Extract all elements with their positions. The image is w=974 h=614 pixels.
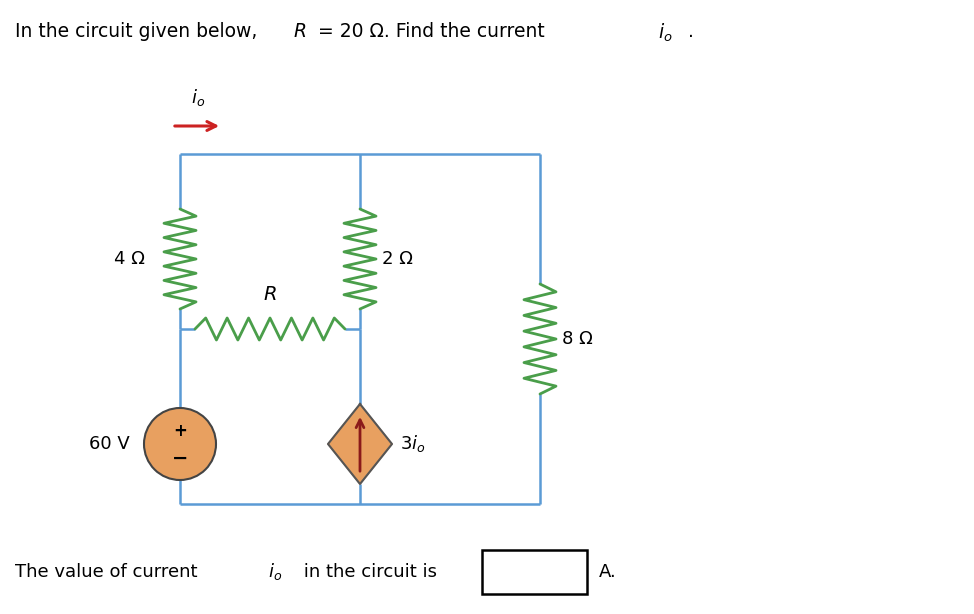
Text: in the circuit is: in the circuit is bbox=[298, 563, 443, 581]
Text: 4 Ω: 4 Ω bbox=[114, 250, 145, 268]
Text: .: . bbox=[688, 22, 693, 41]
Text: $R$: $R$ bbox=[293, 22, 306, 41]
Polygon shape bbox=[328, 404, 392, 484]
Text: 3$i_o$: 3$i_o$ bbox=[400, 433, 426, 454]
Text: 2 Ω: 2 Ω bbox=[382, 250, 413, 268]
Text: $i_o$: $i_o$ bbox=[268, 561, 282, 583]
Text: 8 Ω: 8 Ω bbox=[562, 330, 593, 348]
FancyBboxPatch shape bbox=[482, 550, 587, 594]
Circle shape bbox=[144, 408, 216, 480]
Text: 60 V: 60 V bbox=[90, 435, 130, 453]
Text: $i_o$: $i_o$ bbox=[658, 22, 673, 44]
Text: The value of current: The value of current bbox=[15, 563, 204, 581]
Text: $R$: $R$ bbox=[263, 285, 277, 304]
Text: +: + bbox=[173, 422, 187, 440]
Text: = 20 Ω. Find the current: = 20 Ω. Find the current bbox=[318, 22, 550, 41]
Text: $i_o$: $i_o$ bbox=[191, 87, 206, 108]
Text: A.: A. bbox=[599, 563, 617, 581]
Text: −: − bbox=[171, 448, 188, 467]
Text: In the circuit given below,: In the circuit given below, bbox=[15, 22, 263, 41]
